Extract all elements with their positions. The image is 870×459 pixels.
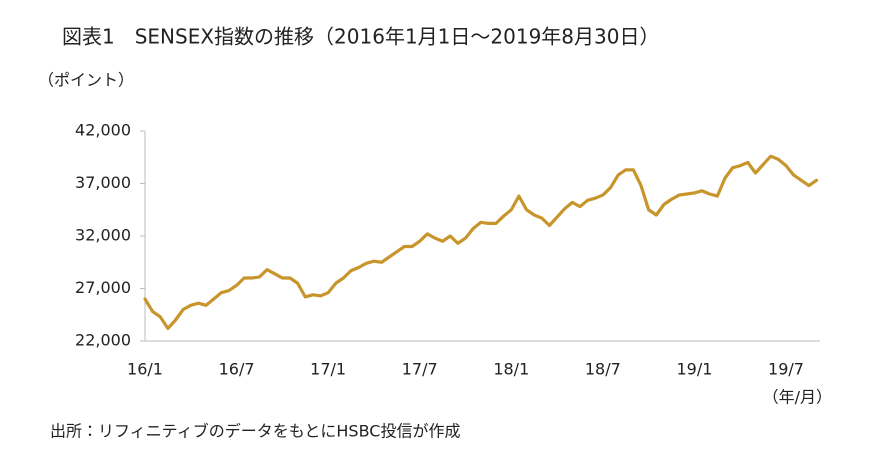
y-tick-label: 22,000 bbox=[75, 331, 131, 350]
x-tick-label: 17/7 bbox=[402, 360, 438, 379]
x-tick-label: 19/7 bbox=[768, 360, 804, 379]
x-axis-label: （年/月） bbox=[763, 388, 832, 407]
y-tick-label: 32,000 bbox=[75, 226, 131, 245]
x-tick-label: 16/1 bbox=[127, 360, 163, 379]
x-tick-label: 17/1 bbox=[310, 360, 346, 379]
chart-title: 図表1 SENSEX指数の推移（2016年1月1日～2019年8月30日） bbox=[62, 25, 659, 49]
y-tick-label: 37,000 bbox=[75, 173, 131, 192]
x-tick-label: 19/1 bbox=[676, 360, 712, 379]
x-tick-label: 18/1 bbox=[493, 360, 529, 379]
x-tick-label: 18/7 bbox=[585, 360, 621, 379]
price-line bbox=[143, 154, 819, 330]
x-tick-label: 16/7 bbox=[219, 360, 255, 379]
y-tick-label: 42,000 bbox=[75, 121, 131, 140]
y-axis-label: （ポイント） bbox=[38, 71, 134, 90]
y-tick-label: 27,000 bbox=[75, 278, 131, 297]
source-note: 出所：リフィニティブのデータをもとにHSBC投信が作成 bbox=[50, 422, 460, 441]
